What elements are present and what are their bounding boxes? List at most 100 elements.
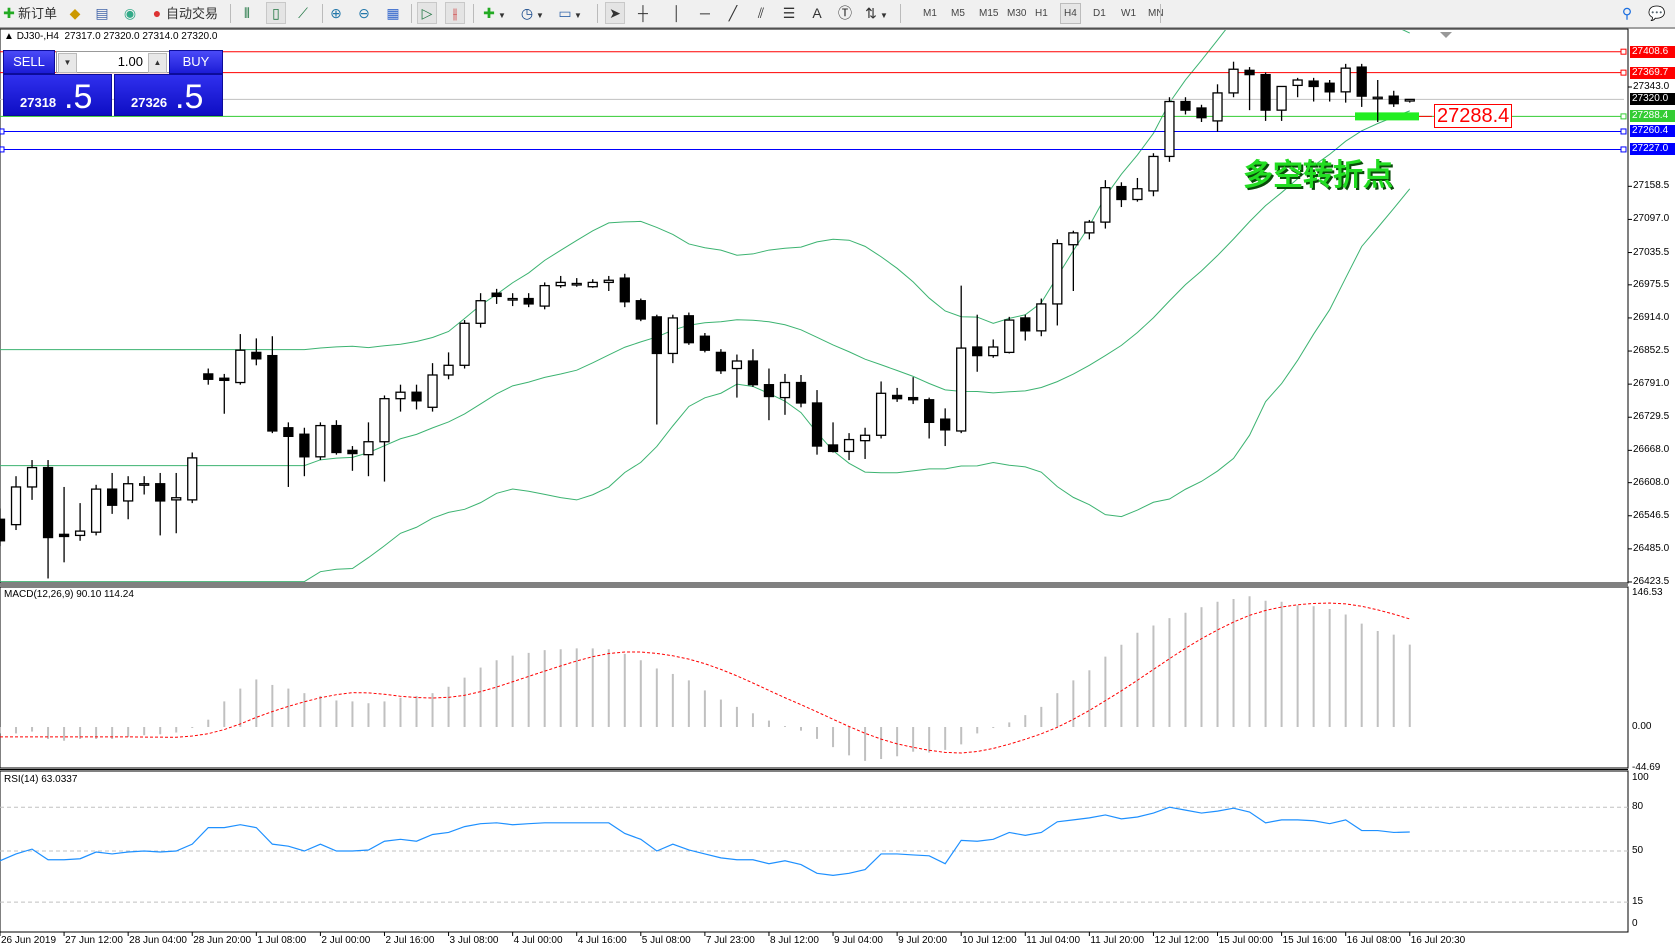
level-handle[interactable]	[1620, 146, 1627, 153]
candle[interactable]	[635, 298, 646, 322]
candle[interactable]	[956, 285, 967, 434]
candle[interactable]	[1340, 63, 1351, 103]
auto-trading-button[interactable]: ● 自动交易	[148, 3, 218, 23]
vertical-line-tool[interactable]: │	[668, 3, 686, 23]
timeframe-d1[interactable]: D1	[1093, 8, 1106, 19]
candle[interactable]	[539, 282, 550, 310]
chat-button[interactable]: 💬	[1648, 3, 1666, 23]
text-label-tool[interactable]: Ⓣ	[836, 3, 854, 23]
candle[interactable]	[1308, 77, 1319, 102]
level-handle[interactable]	[1620, 128, 1627, 135]
auto-scroll-button[interactable]: ▷	[417, 2, 437, 24]
volume-increase-button[interactable]: ▲	[148, 53, 167, 73]
candle[interactable]	[795, 374, 807, 408]
candle[interactable]	[924, 397, 935, 439]
crosshair-tool[interactable]: ┼	[634, 3, 652, 23]
candle[interactable]	[587, 279, 598, 288]
candle[interactable]	[10, 476, 22, 531]
candle[interactable]	[1004, 316, 1015, 354]
arrows-tool[interactable]: ⇅ ▼	[862, 3, 888, 23]
candle[interactable]	[90, 484, 102, 536]
timeframe-mn[interactable]: MN	[1148, 8, 1164, 19]
candle[interactable]	[1276, 85, 1287, 121]
candle[interactable]	[683, 312, 695, 345]
candle[interactable]	[891, 387, 903, 402]
candle[interactable]	[1020, 314, 1031, 341]
annotation-bar[interactable]	[1355, 112, 1419, 121]
fibonacci-tool[interactable]: ☰	[780, 3, 798, 23]
candle[interactable]	[747, 349, 759, 387]
candle[interactable]	[26, 460, 38, 500]
market-watch-button[interactable]: ◆	[66, 3, 84, 23]
candle[interactable]	[187, 452, 198, 504]
candle[interactable]	[491, 288, 502, 304]
candle[interactable]	[763, 368, 775, 421]
sell-price-tile[interactable]: 27318 .5	[3, 74, 112, 116]
tile-windows-button[interactable]: ▦	[384, 3, 402, 23]
level-handle[interactable]	[1620, 113, 1627, 120]
candle[interactable]	[267, 336, 278, 434]
candle[interactable]	[1132, 177, 1143, 202]
candle[interactable]	[235, 334, 246, 385]
candle[interactable]	[715, 349, 727, 374]
templates-button[interactable]: ▭ ▼	[556, 3, 582, 23]
candle[interactable]	[1036, 298, 1047, 337]
candle[interactable]	[731, 354, 743, 398]
candle[interactable]	[507, 293, 518, 307]
candle[interactable]	[1196, 104, 1207, 122]
volume-input[interactable]	[77, 53, 143, 69]
candle[interactable]	[1212, 84, 1223, 132]
candle[interactable]	[523, 293, 534, 308]
volume-decrease-button[interactable]: ▼	[58, 53, 77, 73]
candle[interactable]	[1164, 97, 1175, 162]
candle[interactable]	[203, 368, 214, 385]
candle[interactable]	[1404, 98, 1415, 103]
candle[interactable]	[1324, 80, 1335, 102]
candle[interactable]	[619, 273, 630, 308]
candle[interactable]	[219, 373, 230, 414]
candle[interactable]	[843, 433, 855, 461]
level-handle[interactable]	[0, 128, 5, 135]
candle[interactable]	[571, 278, 582, 287]
candlestick-chart-button[interactable]: ▯	[266, 2, 286, 24]
timeframe-m5[interactable]: M5	[951, 8, 965, 19]
terminal-button[interactable]: ▤	[93, 3, 111, 23]
candle[interactable]	[427, 363, 438, 412]
candle[interactable]	[1356, 63, 1367, 107]
text-tool[interactable]: A	[808, 3, 826, 23]
candle[interactable]	[0, 508, 6, 547]
candle[interactable]	[106, 472, 118, 514]
candle[interactable]	[1180, 97, 1191, 115]
candle[interactable]	[411, 384, 422, 410]
candle[interactable]	[299, 427, 310, 477]
candle[interactable]	[940, 408, 951, 447]
buy-button[interactable]: BUY	[169, 50, 223, 74]
candle[interactable]	[74, 503, 86, 541]
candle[interactable]	[1228, 61, 1239, 98]
candle[interactable]	[555, 275, 566, 288]
candle[interactable]	[1148, 153, 1159, 197]
candle[interactable]	[283, 422, 294, 487]
bar-chart-button[interactable]: ⫴	[238, 3, 256, 23]
candle[interactable]	[1116, 182, 1127, 208]
candle[interactable]	[699, 333, 711, 353]
signals-button[interactable]: ◉	[121, 3, 139, 23]
channel-tool[interactable]: ⫽	[752, 3, 770, 23]
timeframe-h1[interactable]: H1	[1035, 8, 1048, 19]
collapse-triangle-icon[interactable]: ▲	[4, 31, 14, 42]
level-handle[interactable]	[1620, 69, 1627, 76]
line-chart-button[interactable]: ⟋	[294, 3, 312, 23]
candle[interactable]	[155, 472, 166, 536]
candle[interactable]	[603, 275, 614, 292]
new-order-button[interactable]: ✚ 新订单	[0, 3, 57, 23]
candle[interactable]	[1068, 230, 1079, 292]
chart-shift-marker-icon[interactable]	[1440, 32, 1452, 38]
candle[interactable]	[315, 422, 326, 461]
candle[interactable]	[1372, 80, 1383, 122]
candle[interactable]	[443, 352, 454, 380]
buy-price-tile[interactable]: 27326 .5	[114, 74, 223, 116]
candle[interactable]	[907, 377, 919, 405]
level-handle[interactable]	[0, 146, 5, 153]
annotation-text[interactable]: 多空转折点	[1243, 158, 1393, 193]
candle[interactable]	[667, 314, 678, 364]
